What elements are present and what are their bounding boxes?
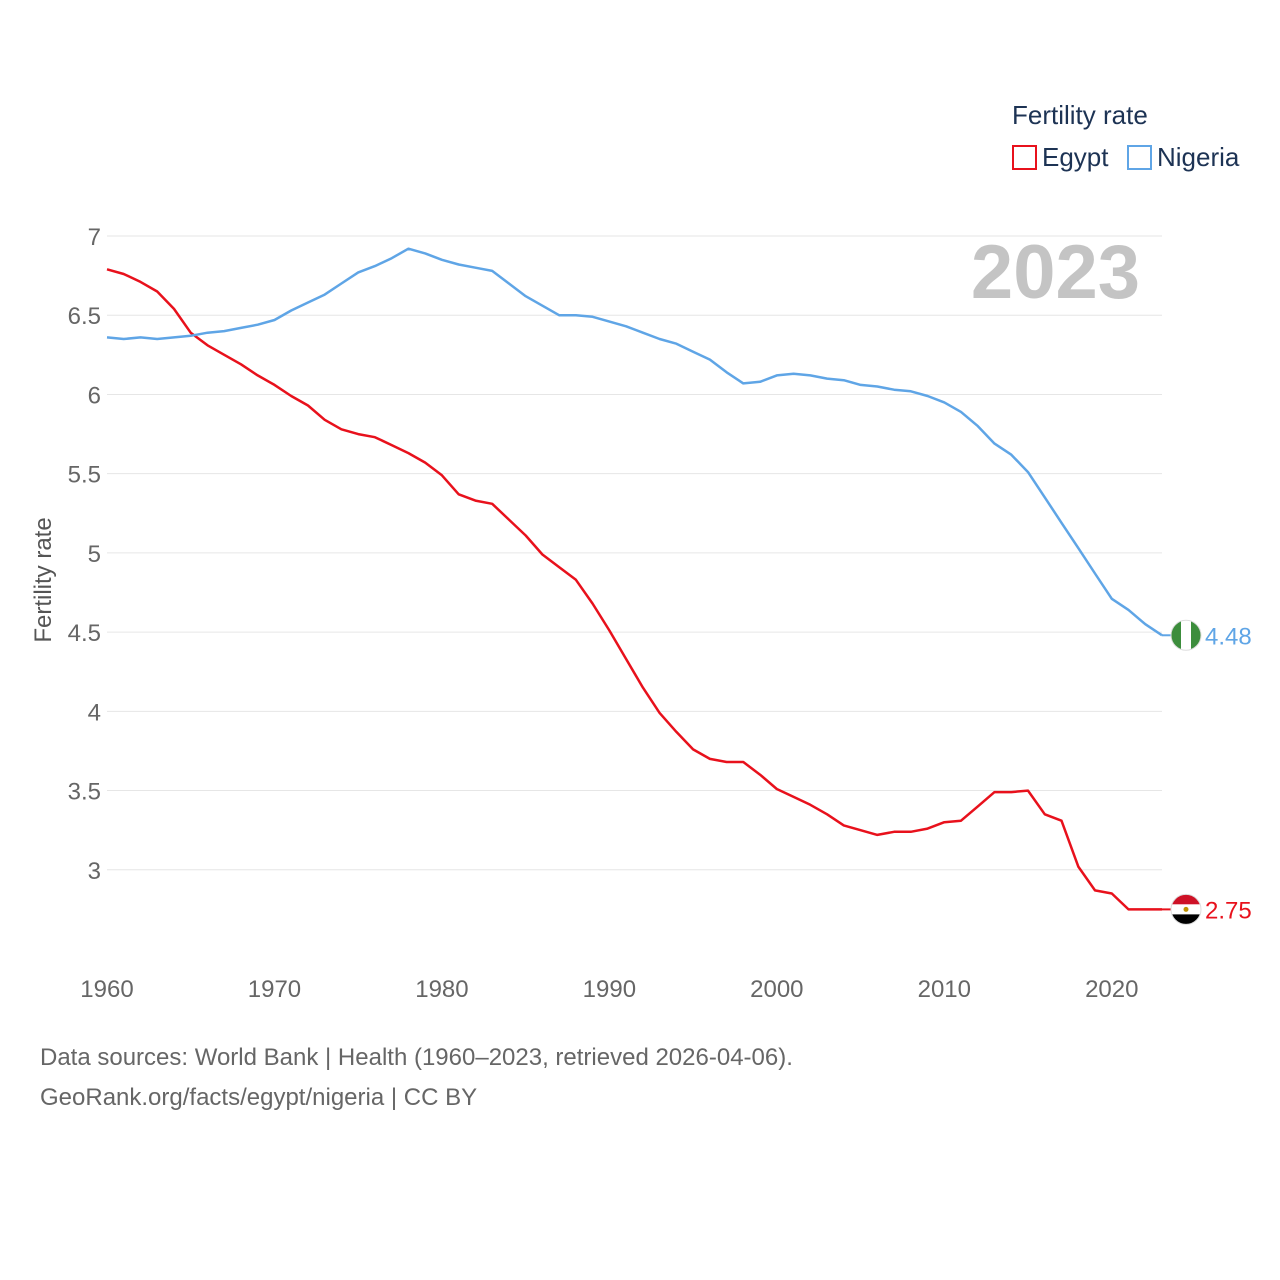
end-value-egypt: 2.75 xyxy=(1205,897,1252,924)
x-tick-label: 1970 xyxy=(248,976,301,1003)
legend: Fertility rate Egypt Nigeria xyxy=(1012,100,1240,172)
legend-swatch-egypt[interactable] xyxy=(1012,145,1037,170)
x-tick-label: 1960 xyxy=(80,976,133,1003)
y-tick-label: 3.5 xyxy=(68,779,101,806)
egypt-flag-icon xyxy=(1170,893,1202,925)
y-tick-label: 4.5 xyxy=(68,620,101,647)
footer-link: GeoRank.org/facts/egypt/nigeria | CC BY xyxy=(40,1084,478,1111)
y-axis-ticks: 3 3.5 4 4.5 5 5.5 6 6.5 7 xyxy=(68,224,101,885)
x-axis-ticks: 1960 1970 1980 1990 2000 2010 2020 xyxy=(80,976,1138,1003)
y-tick-label: 5.5 xyxy=(68,462,101,489)
y-tick-label: 5 xyxy=(88,541,101,568)
series-end-markers: 2.75 4.48 xyxy=(1162,619,1252,925)
x-tick-label: 2010 xyxy=(918,976,971,1003)
gridlines xyxy=(107,235,1162,871)
y-tick-label: 4 xyxy=(88,699,101,726)
x-tick-label: 1980 xyxy=(415,976,468,1003)
y-tick-label: 6.5 xyxy=(68,303,101,330)
y-tick-label: 6 xyxy=(88,382,101,409)
x-tick-label: 1990 xyxy=(583,976,636,1003)
legend-swatch-nigeria[interactable] xyxy=(1127,145,1152,170)
y-tick-label: 3 xyxy=(88,858,101,885)
y-axis-label: Fertility rate xyxy=(30,517,57,642)
x-tick-label: 2020 xyxy=(1085,976,1138,1003)
nigeria-flag-icon xyxy=(1170,619,1202,651)
year-label: 2023 xyxy=(971,230,1140,315)
series-line-egypt[interactable] xyxy=(106,268,1162,911)
x-tick-label: 2000 xyxy=(750,976,803,1003)
legend-title: Fertility rate xyxy=(1012,100,1148,130)
legend-label-nigeria[interactable]: Nigeria xyxy=(1157,142,1240,172)
series-line-nigeria[interactable] xyxy=(106,247,1163,637)
end-value-nigeria: 4.48 xyxy=(1205,623,1252,650)
footer-source: Data sources: World Bank | Health (1960–… xyxy=(40,1044,793,1071)
legend-label-egypt[interactable]: Egypt xyxy=(1042,142,1109,172)
series-lines xyxy=(106,247,1163,911)
y-tick-label: 7 xyxy=(88,224,101,251)
